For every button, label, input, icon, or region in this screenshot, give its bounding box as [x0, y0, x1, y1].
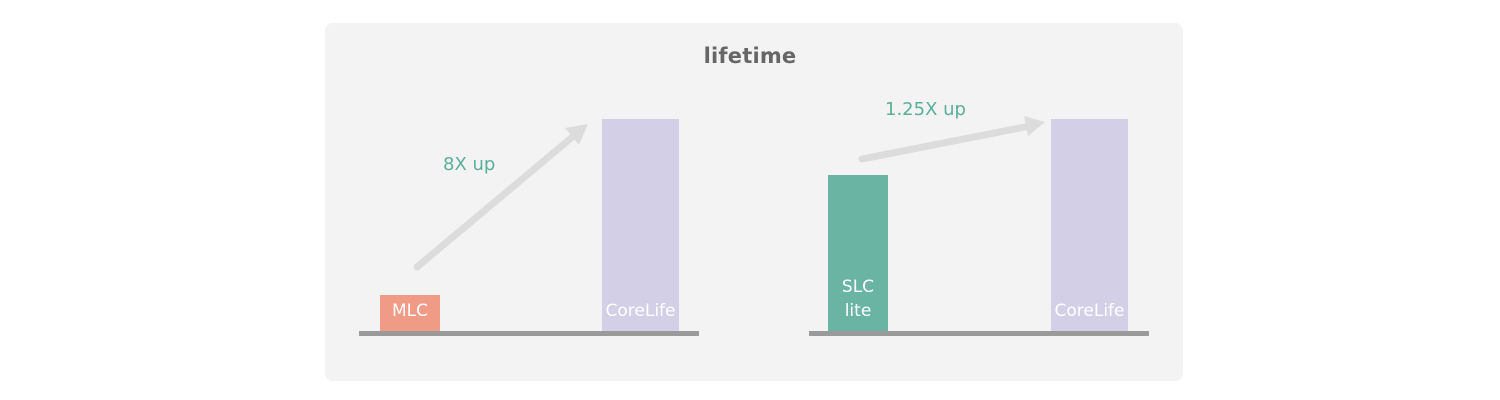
bar-mlc [380, 295, 440, 331]
trend-arrow-left-shaft [413, 130, 580, 271]
bar-slc-lite [828, 175, 888, 331]
trend-arrow-left-head [565, 124, 588, 145]
bar-label-corelife-right: CoreLife [1054, 301, 1125, 321]
chart-title: lifetime [703, 44, 797, 68]
bar-corelife-right [1051, 119, 1128, 331]
bar-label-corelife-left: CoreLife [605, 301, 676, 321]
bar-label-mlc: MLC [391, 301, 428, 321]
chart-panel [325, 23, 1183, 381]
annotation-8x-up: 8X up [443, 154, 496, 175]
trend-arrow-right-head [1024, 116, 1045, 136]
trend-arrow-right-shaft [858, 122, 1034, 163]
annotation-1-25x-up: 1.25X up [885, 99, 966, 120]
left-chart-baseline [359, 331, 699, 336]
bar-corelife-left [602, 119, 679, 331]
right-chart-baseline [809, 331, 1149, 336]
bar-label-slc-lite: SLC lite [841, 277, 875, 321]
